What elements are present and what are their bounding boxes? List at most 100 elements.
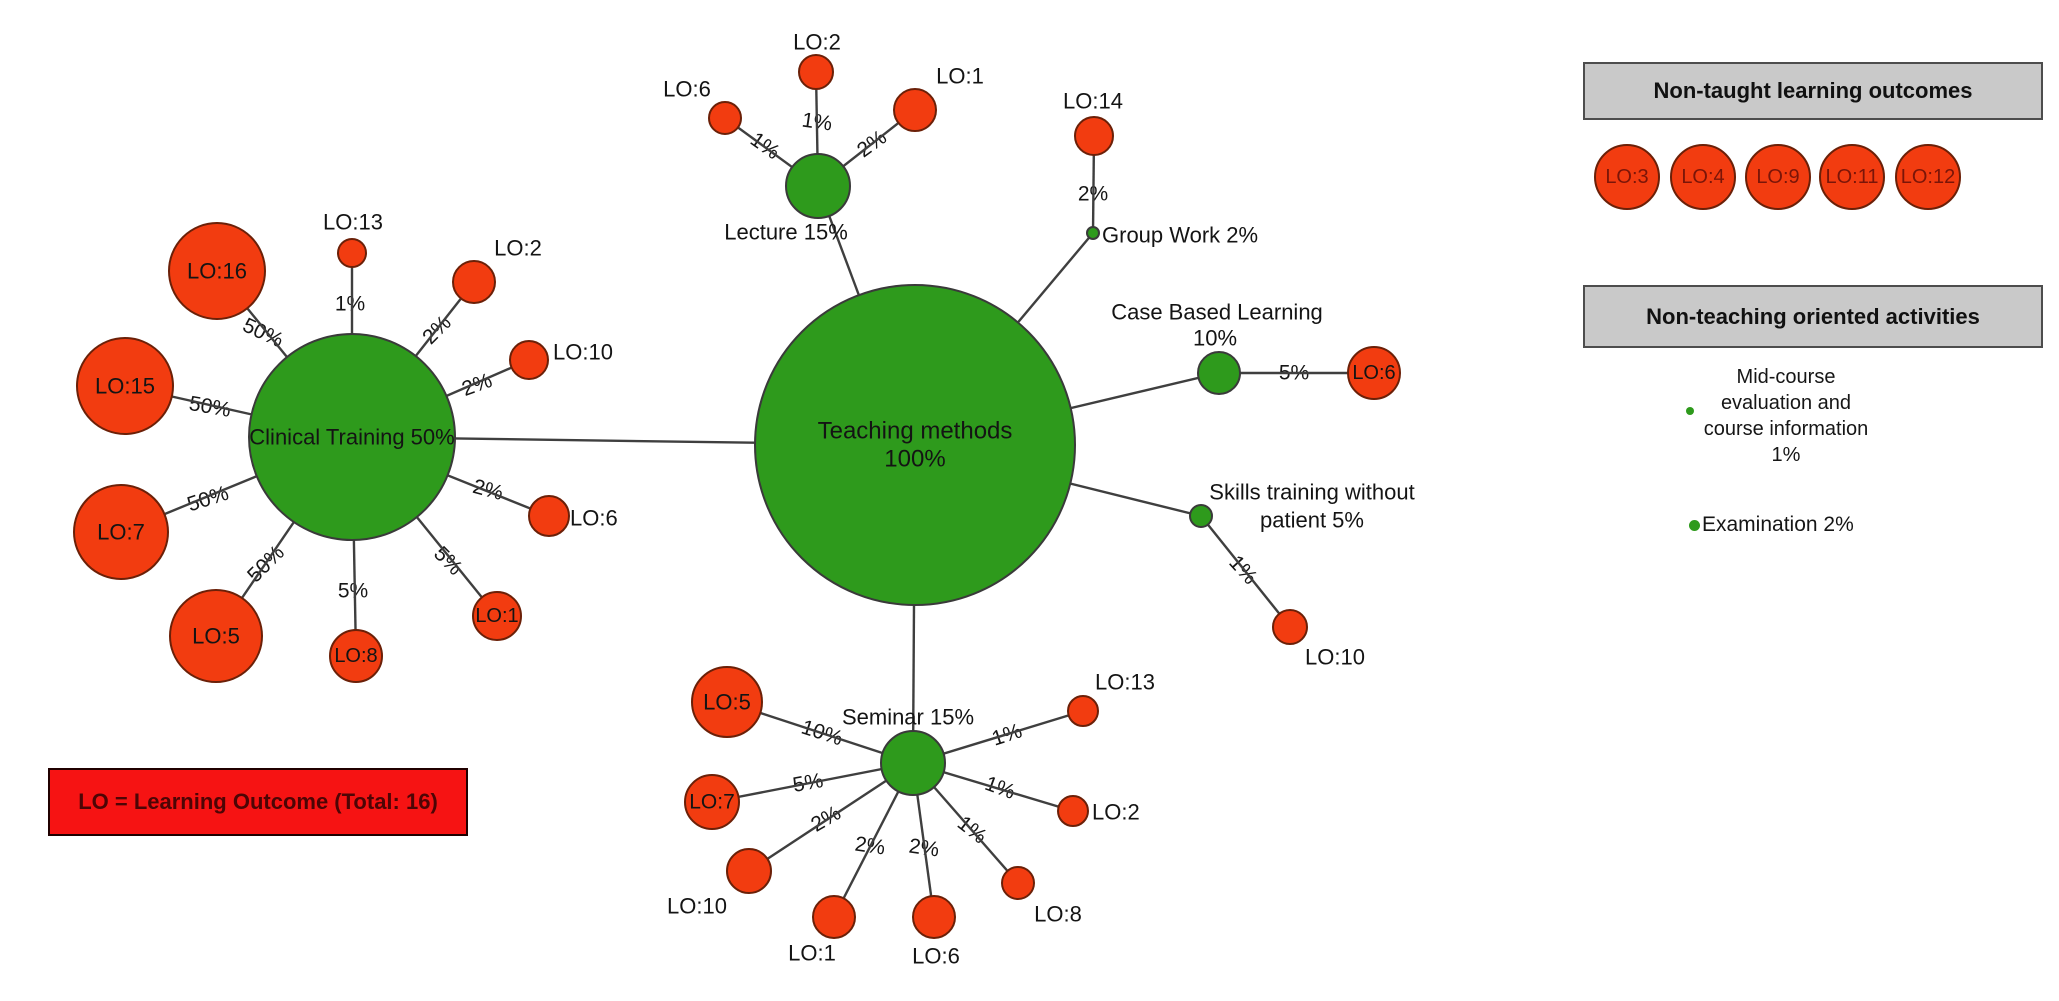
label-lec_lo6: LO:6 [663, 77, 711, 102]
label-sem_lo1: LO:1 [788, 941, 836, 966]
label-clinical: Clinical Training 50% [249, 425, 454, 450]
node-gw_lo14 [1074, 116, 1114, 156]
label-sk_lo10: LO:10 [1305, 645, 1365, 670]
edge-label-clinical-cl_lo1: 5% [429, 542, 467, 580]
label-cb_lo6: LO:6 [1352, 362, 1395, 384]
lo12-label: LO:12 [1900, 165, 1956, 188]
non-taught-lo-9: LO:9 [1745, 144, 1811, 210]
lo9-label: LO:9 [1756, 165, 1800, 188]
lo4-label: LO:4 [1681, 165, 1725, 188]
non-taught-title-text: Non-taught learning outcomes [1653, 78, 1973, 103]
label-cl_lo16: LO:16 [187, 259, 247, 284]
examination-label: Examination 2% [1702, 512, 1854, 538]
label-cl_lo15: LO:15 [95, 374, 155, 399]
label-sem_lo5: LO:5 [703, 690, 751, 715]
label-case_based-line2: 10% [1193, 326, 1237, 351]
node-cl_lo13 [337, 238, 367, 268]
edge-label-clinical-cl_lo6: 2% [470, 475, 505, 505]
edge-label-clinical-cl_lo15: 50% [187, 392, 232, 422]
label-sem_lo10: LO:10 [667, 894, 727, 919]
node-sem_lo8 [1001, 866, 1035, 900]
node-sem_lo6 [912, 895, 956, 939]
examination-dot-icon [1689, 520, 1700, 531]
edge-skills-sk_lo10 [1200, 515, 1291, 628]
node-seminar [880, 730, 946, 796]
label-cl_lo1: LO:1 [475, 605, 518, 627]
lo11-label: LO:11 [1825, 165, 1879, 188]
label-cl_lo5: LO:5 [192, 624, 240, 649]
non-teaching-panel-title: Non-teaching oriented activities [1583, 285, 2043, 348]
label-lec_lo1: LO:1 [936, 64, 984, 89]
non-taught-panel-title: Non-taught learning outcomes [1583, 62, 2043, 120]
node-cl_lo16 [168, 222, 266, 320]
node-cl_lo1 [472, 591, 522, 641]
non-taught-lo-4: LO:4 [1670, 144, 1736, 210]
label-sem_lo13: LO:13 [1095, 670, 1155, 695]
node-case_based [1197, 351, 1241, 395]
edge-label-clinical-cl_lo8: 5% [338, 580, 368, 603]
node-skills [1189, 504, 1213, 528]
label-skills-line2: patient 5% [1260, 508, 1364, 533]
label-cl_lo8: LO:8 [334, 645, 377, 667]
node-sem_lo1 [812, 895, 856, 939]
mid-course-line-3: course information [1703, 418, 1869, 440]
label-case_based-line1: Case Based Learning [1111, 300, 1323, 325]
node-teaching [754, 284, 1076, 606]
label-teaching-line2: 100% [884, 446, 945, 473]
edge-seminar-sem_lo7 [711, 761, 914, 804]
node-cl_lo8 [329, 629, 383, 683]
label-skills-line1: Skills training without [1209, 480, 1414, 505]
node-cl_lo6 [528, 495, 570, 537]
non-taught-lo-12: LO:12 [1895, 144, 1961, 210]
node-cb_lo6 [1347, 346, 1401, 400]
lo-legend-text: LO = Learning Outcome (Total: 16) [78, 789, 438, 814]
label-cl_lo13: LO:13 [323, 210, 383, 235]
node-clinical [248, 333, 456, 541]
edge-label-clinical-cl_lo13: 1% [335, 293, 365, 316]
label-sem_lo6: LO:6 [912, 944, 960, 969]
label-cl_lo6: LO:6 [570, 506, 618, 531]
edge-label-clinical-cl_lo7: 50% [184, 482, 231, 517]
node-sk_lo10 [1272, 609, 1308, 645]
lo3-label: LO:3 [1605, 165, 1649, 188]
node-sem_lo2 [1057, 795, 1089, 827]
node-sem_lo7 [684, 774, 740, 830]
label-lec_lo2: LO:2 [793, 30, 841, 55]
examination-text: Examination 2% [1702, 513, 1854, 536]
node-cl_lo2 [452, 260, 496, 304]
label-cl_lo10: LO:10 [553, 340, 613, 365]
node-cl_lo5 [169, 589, 263, 683]
node-cl_lo7 [73, 484, 169, 580]
label-sem_lo8: LO:8 [1034, 902, 1082, 927]
node-lec_lo6 [708, 101, 742, 135]
label-lecture: Lecture 15% [724, 220, 848, 245]
mid-course-label: Mid-course evaluation and course informa… [1666, 364, 1906, 468]
node-sem_lo10 [726, 848, 772, 894]
non-taught-lo-11: LO:11 [1819, 144, 1885, 210]
edge-label-clinical-cl_lo10: 2% [459, 369, 495, 401]
non-taught-lo-3: LO:3 [1594, 144, 1660, 210]
node-sem_lo13 [1067, 695, 1099, 727]
mid-course-line-1: Mid-course [1736, 366, 1836, 388]
label-cl_lo7: LO:7 [97, 520, 145, 545]
non-teaching-title-text: Non-teaching oriented activities [1646, 303, 1980, 329]
mid-course-dot-icon [1686, 407, 1694, 415]
label-sem_lo7: LO:7 [689, 791, 735, 814]
node-group_work [1086, 226, 1100, 240]
label-group_work: Group Work 2% [1102, 223, 1258, 248]
node-cl_lo10 [509, 340, 549, 380]
label-seminar: Seminar 15% [842, 705, 974, 730]
node-lec_lo2 [798, 54, 834, 90]
lo-legend-box: LO = Learning Outcome (Total: 16) [48, 768, 468, 836]
label-cl_lo2: LO:2 [494, 236, 542, 261]
label-sem_lo2: LO:2 [1092, 800, 1140, 825]
label-teaching-line1: Teaching methods [818, 417, 1013, 444]
mid-course-line-2: evaluation and [1720, 392, 1852, 414]
label-gw_lo14: LO:14 [1063, 89, 1123, 114]
node-sem_lo5 [691, 666, 763, 738]
node-lecture [785, 153, 851, 219]
mid-course-line-4: 1% [1771, 444, 1801, 466]
node-lec_lo1 [893, 88, 937, 132]
